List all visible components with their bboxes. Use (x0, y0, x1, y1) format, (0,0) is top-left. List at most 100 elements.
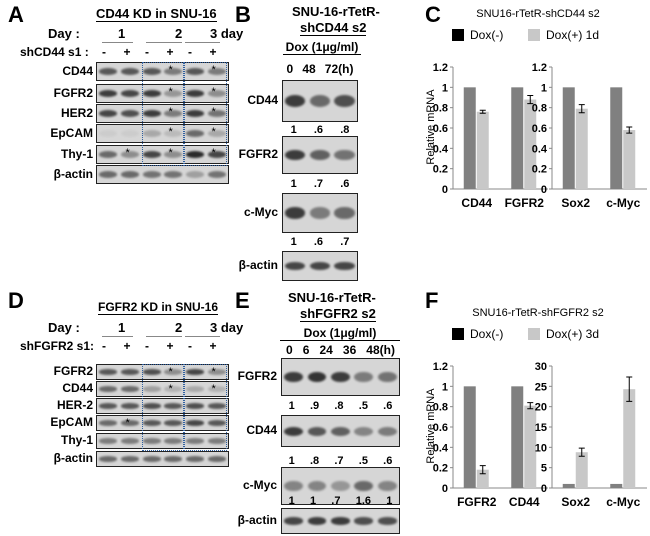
panel-e-dox: Dox (1μg/ml) (280, 326, 400, 341)
y-tick-label: 1 (541, 82, 547, 94)
error-bar (479, 465, 486, 475)
lane-sign: - (145, 339, 149, 353)
blot-cd44 (281, 415, 400, 447)
blot-actin (281, 508, 400, 534)
y-tick-label: 0 (442, 184, 448, 196)
blot-fgfr2 (281, 358, 400, 396)
bar-sox2-dox-minus (562, 87, 575, 189)
day-2: 2 (175, 320, 183, 335)
y-tick-label: 15 (535, 422, 547, 434)
blot-cmyc (281, 467, 400, 505)
day-underline (146, 42, 182, 43)
blot-actin (96, 165, 229, 184)
band (186, 438, 205, 444)
quant-value: .7 (340, 236, 350, 248)
panel-f-label: F (425, 288, 439, 313)
quant-value: 1.6 (355, 495, 371, 507)
panel-d-label: D (8, 288, 24, 313)
band (120, 110, 139, 117)
time-labels: 0 6 24 36 48(h) (281, 343, 400, 357)
knockdown-star: * (168, 106, 173, 118)
x-tick-label: CD44 (461, 196, 492, 210)
row-label-cd44: CD44 (62, 63, 93, 78)
panel-b-title-1: SNU-16-rTetR- (292, 4, 380, 19)
quant-value: .8 (340, 124, 350, 136)
band (120, 438, 139, 444)
time-point: 24 (319, 343, 333, 357)
band (377, 426, 397, 436)
panel-e-title-2: shFGFR2 s2 (300, 306, 376, 322)
band (309, 95, 331, 107)
bar-sox2-dox-plus (575, 108, 588, 189)
band (307, 426, 327, 436)
y-tick-label: 1 (442, 381, 448, 393)
quant-value: 1 (386, 495, 393, 507)
panel-b-label: B (235, 2, 251, 27)
quant-value: .6 (383, 455, 393, 467)
panel-a-label: A (8, 2, 24, 27)
band (164, 369, 183, 375)
band (208, 369, 227, 375)
blot-fgfr2 (96, 84, 229, 103)
panel-b-title-2: shCD44 s2 (300, 20, 367, 36)
panelD-treatment-label: shFGFR2 s1: (20, 339, 95, 353)
quant-value: 1 (290, 236, 297, 248)
y-tick-label: 5 (541, 463, 547, 475)
band (120, 151, 139, 158)
band (98, 171, 117, 178)
band (354, 426, 374, 436)
band (377, 371, 397, 383)
band (186, 456, 205, 462)
day-underline (185, 336, 220, 337)
blot-actin (96, 451, 229, 467)
band (142, 386, 161, 392)
time-labels: 0 48 72(h) (282, 62, 358, 76)
highlight-box (142, 62, 184, 166)
time-point: 48 (302, 62, 316, 76)
band (186, 151, 205, 158)
band (98, 456, 117, 462)
y-tick-label: 0.8 (532, 103, 547, 115)
error-bar (578, 104, 585, 114)
knockdown-star: * (168, 147, 173, 159)
quant-value: 1 (288, 400, 295, 412)
band (208, 386, 227, 392)
row-label-cmyc: c-Myc (243, 205, 278, 219)
quant-value: .7 (331, 495, 341, 507)
error-bar (527, 402, 534, 410)
error-bar (527, 94, 534, 105)
knockdown-star: * (211, 64, 216, 76)
quantification-row: 1 .9 .8 .5 .6 (281, 400, 400, 412)
band (164, 171, 183, 178)
bar-cd44-dox-minus (463, 87, 476, 189)
y-tick-label: 0.4 (433, 143, 449, 155)
band (120, 456, 139, 462)
bar-fgfr2-dox-plus (524, 99, 537, 189)
row-label-her2: HER2 (60, 105, 93, 120)
lane-sign: - (188, 339, 192, 353)
band (120, 68, 139, 75)
blot-thy1 (96, 433, 229, 449)
knockdown-star: * (168, 366, 173, 378)
y-tick-label: 0.8 (433, 103, 448, 115)
lane-sign: - (145, 45, 149, 59)
time-point: 6 (302, 343, 310, 357)
band (208, 456, 227, 462)
legend-label: Dox(-) (470, 28, 503, 42)
quant-value: .9 (309, 400, 320, 412)
quant-value: .5 (358, 455, 368, 467)
band (186, 386, 205, 392)
band (98, 403, 117, 409)
day-underline (102, 336, 133, 337)
band (284, 480, 304, 492)
band (309, 149, 331, 161)
legend-swatch-dox-plus (528, 29, 540, 41)
quant-value: .6 (313, 124, 324, 136)
legend-swatch-dox-plus (528, 328, 540, 340)
panel-d-title: FGFR2 KD in SNU-16 (98, 300, 219, 315)
quant-value: 1 (288, 495, 295, 507)
panel-c-chart: SNU16-rTetR-shCD44 s2 Dox(-) Dox(+) 1d Rela… (425, 8, 647, 210)
lane-sign: + (166, 339, 174, 353)
band (285, 207, 306, 219)
